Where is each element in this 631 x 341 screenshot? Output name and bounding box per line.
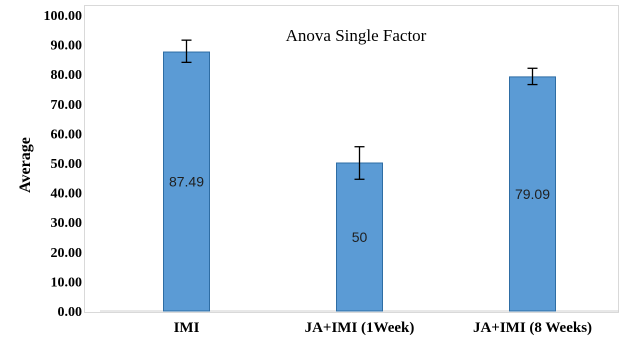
x-category-label: JA+IMI (1Week): [305, 320, 415, 336]
bar-value-label: 79.09: [515, 186, 550, 202]
y-tick-label: 40.00: [51, 187, 83, 202]
y-tick-label: 20.00: [51, 246, 83, 261]
bar-series: 87.49 50 79.09: [163, 39, 556, 312]
y-tick-label: 70.00: [51, 98, 83, 113]
y-tick-label: 10.00: [51, 275, 83, 290]
y-tick-label: 0.00: [58, 305, 83, 320]
x-axis-categories: IMI JA+IMI (1Week) JA+IMI (8 Weeks): [174, 320, 592, 336]
y-tick-label: 80.00: [51, 68, 83, 83]
bar: [163, 51, 210, 312]
x-category-label: JA+IMI (8 Weeks): [473, 320, 592, 336]
y-tick-label: 50.00: [51, 157, 83, 172]
y-axis-label: Average: [17, 137, 34, 193]
bar-value-label: 50: [352, 229, 368, 245]
y-tick-label: 90.00: [51, 39, 83, 54]
y-tick-label: 30.00: [51, 216, 83, 231]
bar-value-label: 87.49: [169, 174, 204, 190]
y-axis-ticks: 0.00 10.00 20.00 30.00 40.00 50.00 60.00 70.00 8…: [44, 9, 83, 320]
bar: [336, 162, 383, 312]
bar: [509, 76, 556, 312]
y-tick-label: 60.00: [51, 127, 83, 142]
chart-title: Anova Single Factor: [286, 26, 427, 45]
x-category-label: IMI: [174, 320, 200, 336]
y-tick-label: 100.00: [44, 9, 83, 24]
